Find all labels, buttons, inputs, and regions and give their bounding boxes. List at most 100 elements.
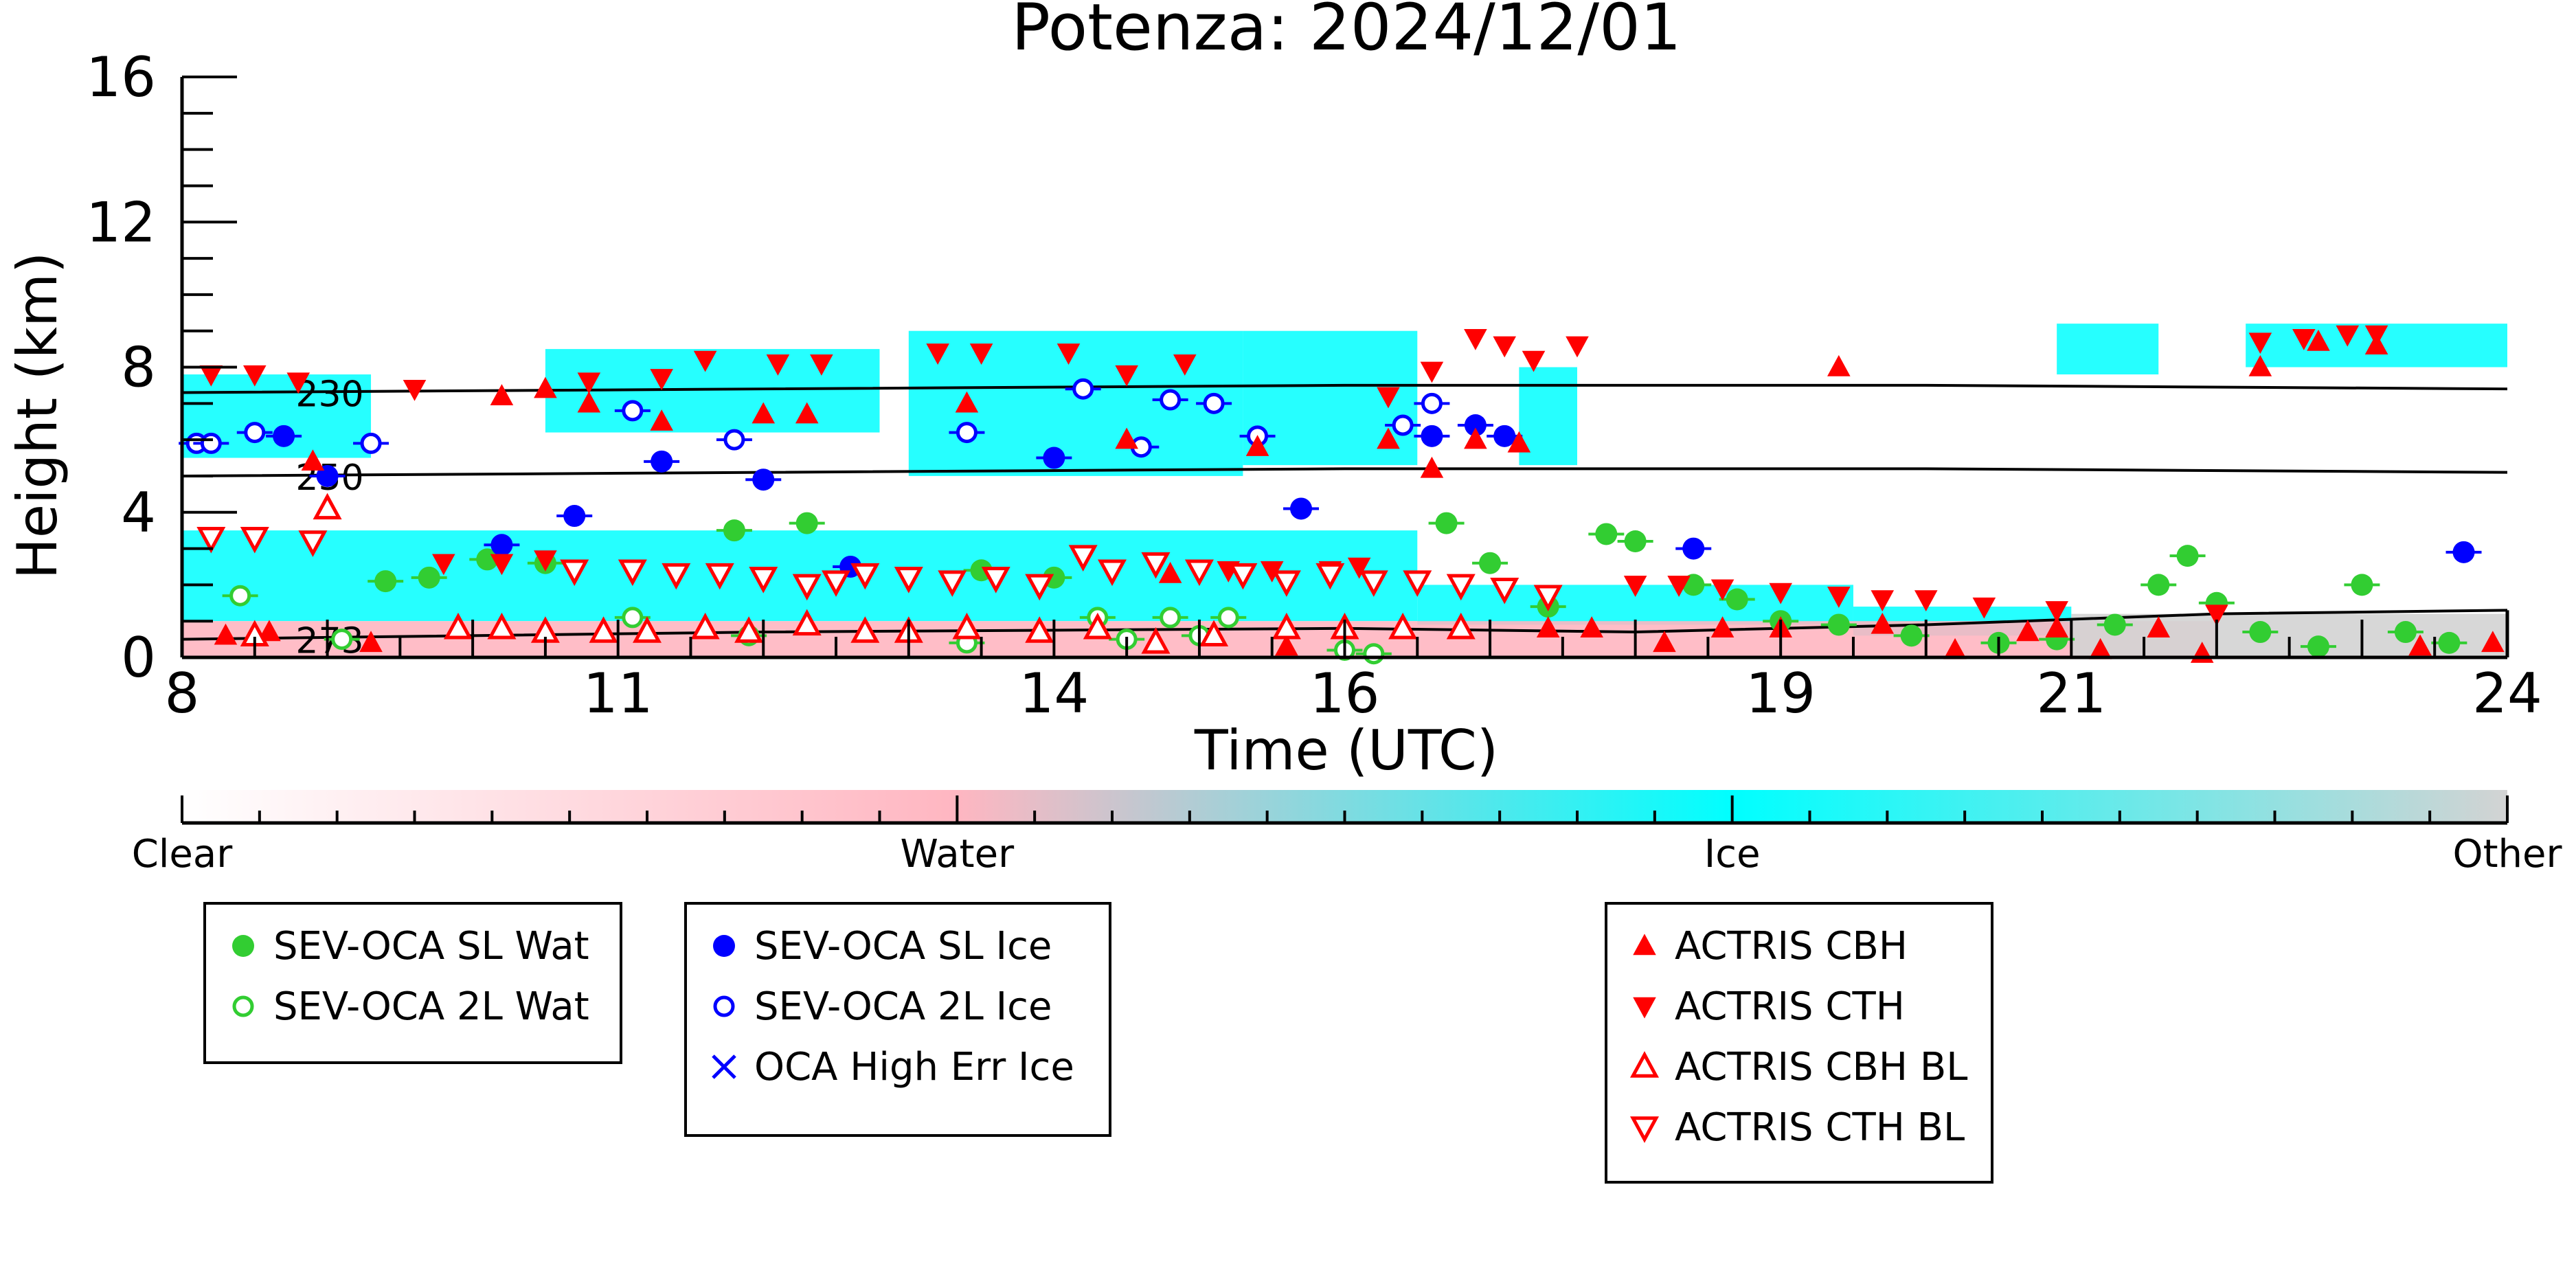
data-point xyxy=(1624,530,1647,552)
legend-marker xyxy=(712,1054,736,1079)
legend-ice: SEV-OCA SL Ice SEV-OCA 2L Ice OCA High Err… xyxy=(684,902,1111,1137)
legend-water: SEV-OCA SL Wat SEV-OCA 2L Wat xyxy=(203,902,622,1064)
series-layer xyxy=(179,325,2505,665)
data-point xyxy=(1363,643,1385,665)
y-tick-label: 4 xyxy=(121,481,156,545)
cloud-region-ice xyxy=(908,330,1243,476)
data-point xyxy=(2249,621,2272,644)
legend-label: OCA High Err Ice xyxy=(754,1044,1074,1089)
data-point xyxy=(1115,427,1138,449)
x-tick-label: 19 xyxy=(1745,662,1816,725)
data-point xyxy=(196,527,226,554)
data-point xyxy=(1083,612,1112,640)
data-point xyxy=(2248,332,2272,354)
data-point xyxy=(1464,329,1487,350)
data-point xyxy=(242,365,267,387)
data-point xyxy=(1623,576,1647,597)
legend-marker-icon xyxy=(232,995,254,1017)
data-point xyxy=(229,585,251,607)
data-point xyxy=(1245,435,1269,456)
data-point xyxy=(1595,523,1618,545)
y-tick-label: 16 xyxy=(86,45,156,109)
data-point xyxy=(622,400,644,422)
data-point xyxy=(766,354,790,376)
data-point xyxy=(1420,361,1444,383)
data-point xyxy=(1900,624,1923,647)
data-point xyxy=(1522,350,1546,372)
data-point xyxy=(577,391,601,413)
data-point xyxy=(1347,557,1371,579)
legend-marker-icon xyxy=(1633,934,1656,956)
data-point xyxy=(1025,616,1054,643)
x-tick-label: 11 xyxy=(583,662,653,725)
legend-marker xyxy=(232,935,254,957)
data-point xyxy=(2045,601,2068,622)
data-point xyxy=(1173,354,1197,376)
data-point xyxy=(2045,616,2068,637)
data-point xyxy=(1199,620,1229,647)
data-point xyxy=(2307,635,2329,658)
data-point xyxy=(577,372,601,394)
legend-marker xyxy=(713,935,735,957)
phase-colorbar: Clear Water Ice Other xyxy=(132,790,2562,877)
data-point xyxy=(286,372,310,394)
data-point xyxy=(1377,387,1400,409)
data-point xyxy=(240,527,269,554)
data-point xyxy=(795,402,819,424)
data-point xyxy=(534,376,557,398)
chart-title: Potenza: 2024/12/01 xyxy=(1011,0,1681,65)
data-point xyxy=(1420,456,1444,478)
data-point xyxy=(850,563,880,590)
data-point xyxy=(1566,336,1589,358)
data-point xyxy=(1290,497,1313,520)
data-point xyxy=(618,559,647,587)
data-point xyxy=(244,422,266,444)
legend-marker-icon xyxy=(713,995,735,1017)
data-point xyxy=(1115,365,1138,387)
data-point xyxy=(2088,637,2112,659)
data-point xyxy=(651,450,673,473)
data-point xyxy=(1667,576,1691,597)
data-point xyxy=(2351,574,2373,596)
data-point xyxy=(1158,561,1182,583)
isotherm-line-250 xyxy=(181,467,2508,477)
y-tick-label: 12 xyxy=(86,190,156,254)
data-point xyxy=(1043,447,1065,469)
data-point xyxy=(2292,329,2316,350)
data-point xyxy=(1464,427,1487,449)
legend-marker xyxy=(1629,1051,1660,1078)
data-point xyxy=(894,567,923,594)
data-point xyxy=(1490,577,1519,605)
legend-label: SEV-OCA SL Wat xyxy=(273,923,589,969)
data-point xyxy=(1580,616,1603,637)
legend-entry: ACTRIS CBH BL xyxy=(1624,1045,1967,1089)
data-point xyxy=(199,365,223,387)
data-point xyxy=(1871,590,1895,612)
data-point xyxy=(1203,392,1225,414)
data-point xyxy=(1421,392,1443,414)
data-point xyxy=(273,425,295,447)
legend-entry: SEV-OCA SL Wat xyxy=(223,923,589,969)
data-point xyxy=(1533,585,1563,612)
data-point xyxy=(1315,563,1345,590)
data-point xyxy=(1160,389,1182,411)
data-point xyxy=(734,616,764,643)
data-point xyxy=(795,512,818,534)
legend-marker xyxy=(1633,997,1656,1019)
legend-label: SEV-OCA 2L Ice xyxy=(754,984,1052,1029)
colorbar-label: Clear xyxy=(132,832,233,877)
data-point xyxy=(650,369,673,390)
data-point xyxy=(1769,583,1792,605)
y-tick-label: 8 xyxy=(121,336,156,400)
data-point xyxy=(1479,552,1502,574)
data-point xyxy=(650,409,673,431)
data-point xyxy=(1446,574,1476,601)
data-point xyxy=(2103,613,2126,636)
data-point xyxy=(792,574,822,601)
data-point xyxy=(1392,414,1414,436)
data-point xyxy=(563,505,586,528)
colorbar-label: Other xyxy=(2452,832,2562,877)
data-point xyxy=(1827,613,1850,636)
data-point xyxy=(2336,325,2360,347)
